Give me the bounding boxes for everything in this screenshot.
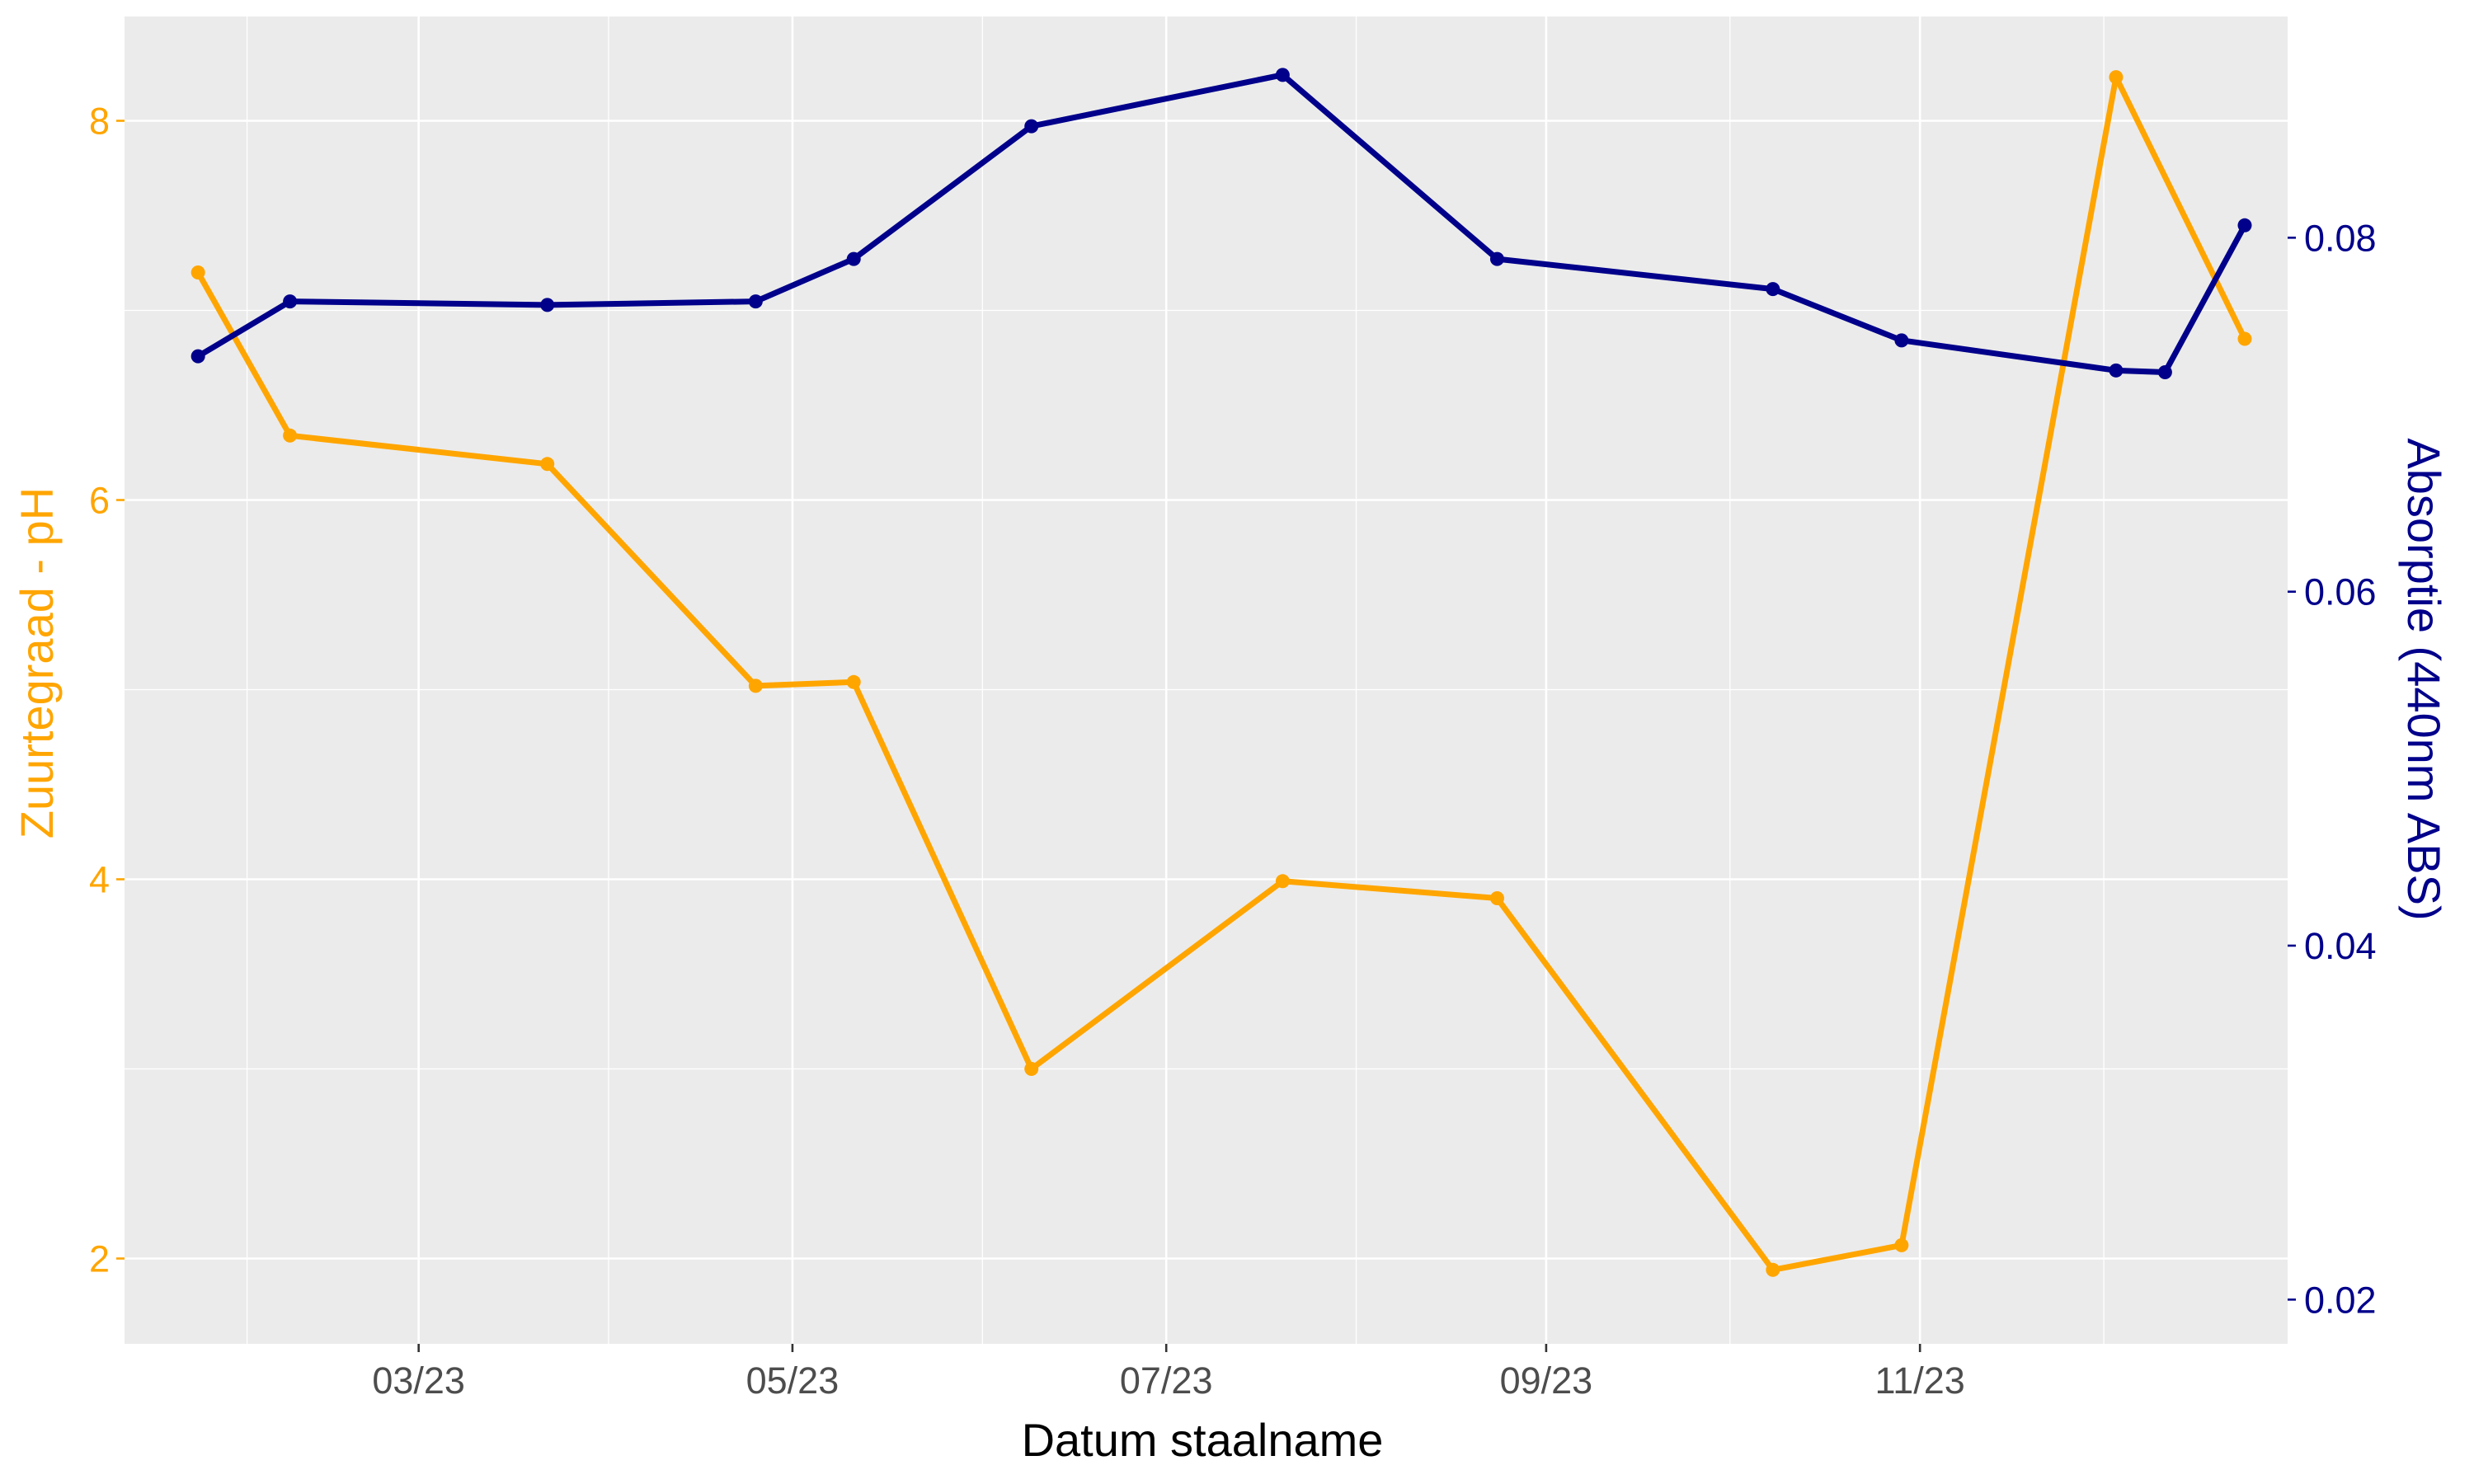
series-line-left [195, 74, 2248, 1273]
y-left-tick-label: 2 [89, 1238, 110, 1280]
x-tick-label: 11/23 [1875, 1360, 1965, 1402]
y-axis-left: 2 4 6 8 [89, 101, 125, 1280]
y-left-tick-label: 4 [89, 859, 110, 901]
data-point-left [1489, 891, 1504, 905]
data-point-right [283, 294, 298, 309]
y-left-tick-label: 8 [89, 101, 110, 143]
panel-background [125, 16, 2288, 1344]
x-tick-label: 07/23 [1120, 1360, 1213, 1402]
y-right-tick-label: 0.02 [2304, 1279, 2377, 1321]
data-point-right [190, 349, 205, 364]
grid-lines [125, 16, 2288, 1344]
data-point-right [846, 251, 861, 266]
data-point-left [2109, 70, 2124, 85]
series-lines [190, 68, 2252, 1277]
data-point-right [1275, 68, 1290, 82]
data-point-right [2237, 218, 2252, 232]
y-axis-left-title: Zuurtegraad - pH [11, 487, 63, 838]
data-point-right [1489, 251, 1504, 266]
x-tick-label: 09/23 [1500, 1360, 1593, 1402]
plot-panel [125, 16, 2288, 1344]
data-point-right [1766, 282, 1780, 297]
x-axis-title: Datum staalname [1022, 1414, 1384, 1466]
data-point-left [846, 674, 861, 689]
data-point-right [2109, 363, 2124, 378]
data-point-left [2237, 331, 2252, 346]
y-right-tick-label: 0.08 [2304, 217, 2377, 259]
data-point-left [748, 679, 763, 693]
data-point-left [1766, 1262, 1780, 1277]
data-point-left [283, 428, 298, 443]
data-point-right [540, 298, 555, 312]
y-right-tick-label: 0.06 [2304, 571, 2377, 613]
data-point-right [748, 294, 763, 309]
y-axis-right-title: Absorptie (440nm ABS) [2398, 438, 2450, 920]
x-tick-label: 05/23 [746, 1360, 840, 1402]
data-point-right [1894, 333, 1909, 348]
y-left-tick-label: 6 [89, 480, 110, 522]
data-point-left [1894, 1237, 1909, 1252]
data-point-left [190, 265, 205, 279]
data-point-left [1275, 874, 1290, 889]
data-point-left [540, 457, 555, 472]
y-axis-right: 0.02 0.04 0.06 0.08 [2288, 217, 2377, 1321]
x-axis: 03/23 05/23 07/23 09/23 11/23 [372, 1344, 1965, 1402]
data-point-left [1024, 1062, 1039, 1076]
data-point-right [2157, 364, 2172, 379]
y-right-tick-label: 0.04 [2304, 925, 2377, 967]
x-tick-label: 03/23 [372, 1360, 465, 1402]
data-point-right [1024, 119, 1039, 134]
